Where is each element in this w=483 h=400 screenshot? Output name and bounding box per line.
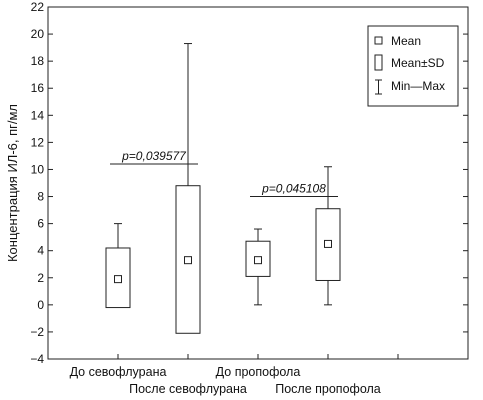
x-category-label: После севофлурана	[129, 382, 247, 396]
legend-range-label: Min—Max	[391, 79, 445, 93]
legend-box	[367, 25, 459, 107]
box-group	[315, 166, 341, 306]
y-axis-title: Концентрация ИЛ-6, пг/мл	[5, 104, 20, 262]
y-tick-label: 14	[31, 108, 45, 122]
legend-sd-label: Mean±SD	[391, 56, 445, 70]
y-tick-label: 0	[37, 298, 44, 312]
mean-marker	[184, 256, 192, 265]
y-tick-label: −2	[30, 325, 44, 339]
mean-marker	[254, 256, 262, 265]
box-group	[105, 223, 131, 309]
x-category-label: До пропофола	[216, 365, 301, 379]
sd-box	[315, 208, 341, 281]
annotations: p=0,039577 p=0,045108	[110, 149, 338, 198]
x-axis: До севофлурана После севофлурана До пропоф…	[70, 354, 399, 396]
x-category-label: До севофлурана	[70, 365, 167, 379]
legend: Mean Mean±SD Min—Max	[367, 25, 459, 107]
box-series	[105, 43, 341, 334]
p-value-label: p=0,039577	[121, 149, 187, 163]
mean-marker	[114, 275, 122, 284]
y-tick-label: 4	[37, 244, 44, 258]
y-tick-label: 2	[37, 271, 44, 285]
y-tick-label: 16	[31, 81, 45, 95]
legend-mean-label: Mean	[391, 34, 421, 48]
legend-mean-icon	[374, 36, 383, 45]
y-tick-label: 6	[37, 217, 44, 231]
legend-range-icon	[375, 79, 382, 95]
y-tick-label: 18	[31, 54, 45, 68]
box-group	[245, 228, 271, 306]
y-tick-label: −4	[30, 352, 44, 366]
legend-sd-icon	[374, 54, 383, 71]
y-tick-label: 8	[37, 190, 44, 204]
box-group	[175, 43, 201, 334]
y-tick-label: 12	[31, 135, 45, 149]
y-tick-label: 20	[31, 27, 45, 41]
mean-marker	[324, 239, 332, 248]
y-axis: −4 −2 0 2 4 6 8 10 12 14 16 18 20 22	[30, 0, 468, 366]
x-category-label: После пропофола	[275, 382, 381, 396]
p-value-label: p=0,045108	[261, 182, 326, 196]
y-tick-label: 10	[31, 162, 45, 176]
y-tick-label: 22	[31, 0, 45, 14]
